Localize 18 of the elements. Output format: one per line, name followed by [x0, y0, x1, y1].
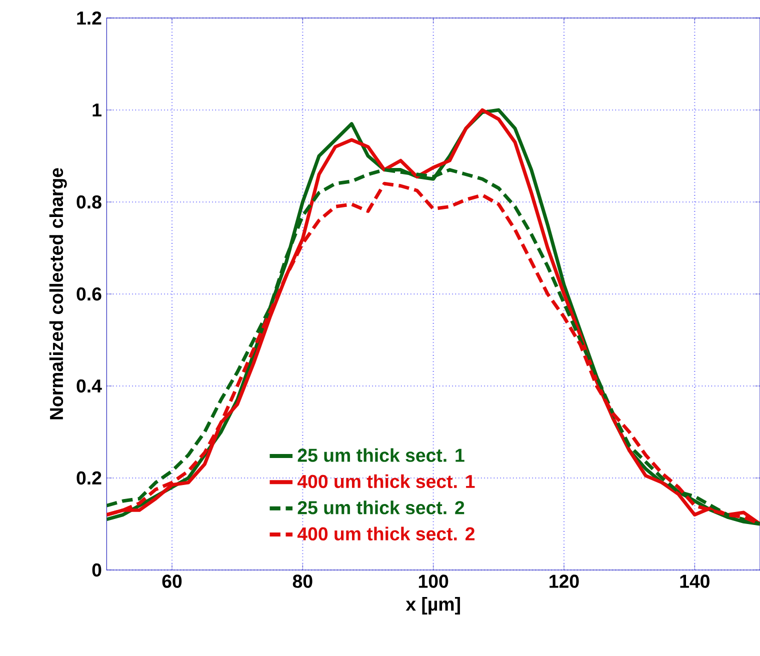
y-axis-title: Normalized collected charge — [49, 168, 67, 420]
y-tick-label: 0.2 — [76, 471, 102, 485]
y-tick-label: 0.6 — [76, 287, 102, 301]
y-tick-label: 0.4 — [76, 379, 102, 393]
legend-label: 25 um thick sect. 1 — [298, 448, 464, 462]
legend-label: 25 um thick sect. 2 — [298, 500, 464, 514]
x-tick-label: 100 — [418, 574, 448, 588]
x-axis-title: x [µm] — [406, 597, 460, 614]
legend-label: 400 um thick sect. 2 — [297, 526, 475, 540]
x-tick-label: 120 — [550, 574, 579, 588]
x-tick-label: 80 — [292, 574, 312, 588]
y-tick-label: 0.8 — [76, 195, 102, 209]
x-tick-label: 60 — [162, 574, 182, 588]
x-tick-label: 140 — [680, 574, 710, 588]
y-tick-label: 0 — [92, 563, 102, 577]
y-tick-label: 1.2 — [77, 11, 102, 25]
y-tick-label: 1 — [92, 104, 102, 116]
legend-label: 400 um thick sect. 1 — [297, 474, 475, 488]
